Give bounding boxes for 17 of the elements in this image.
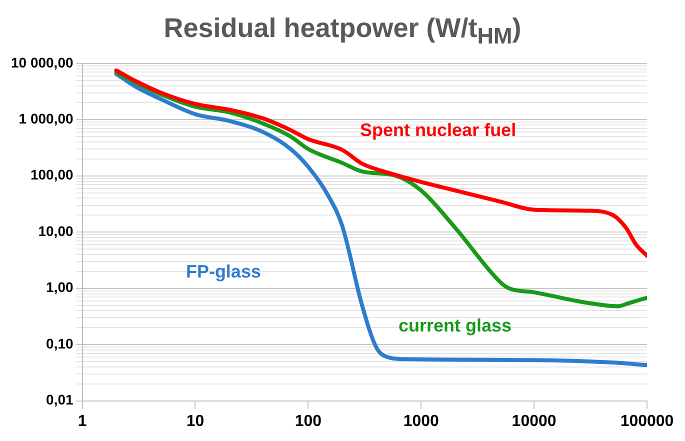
x-tick-label: 100 (294, 412, 322, 430)
series-label: current glass (398, 316, 512, 336)
y-tick-label: 10 000,00 (10, 54, 74, 70)
y-tick-label: 10,00 (38, 222, 74, 239)
x-tick-label: 1000 (403, 412, 440, 430)
series-label: Spent nuclear fuel (360, 120, 516, 140)
y-tick-label: 0,01 (46, 392, 74, 408)
y-tick-label: 0,10 (46, 335, 74, 352)
y-tick-label: 100,00 (30, 166, 74, 183)
chart-title: Residual heatpower (W/t$_{HM}$) (162, 12, 522, 50)
x-tick-label: 1 (78, 412, 87, 430)
text: FP-glass (186, 262, 261, 282)
x-tick-label: 10000 (512, 412, 556, 430)
x-tick-label: 100000 (620, 412, 674, 430)
y-tick-label: 1 000,00 (18, 110, 74, 126)
x-tick-label: 10 (186, 412, 204, 430)
y-tick-label: 1,00 (46, 279, 74, 296)
